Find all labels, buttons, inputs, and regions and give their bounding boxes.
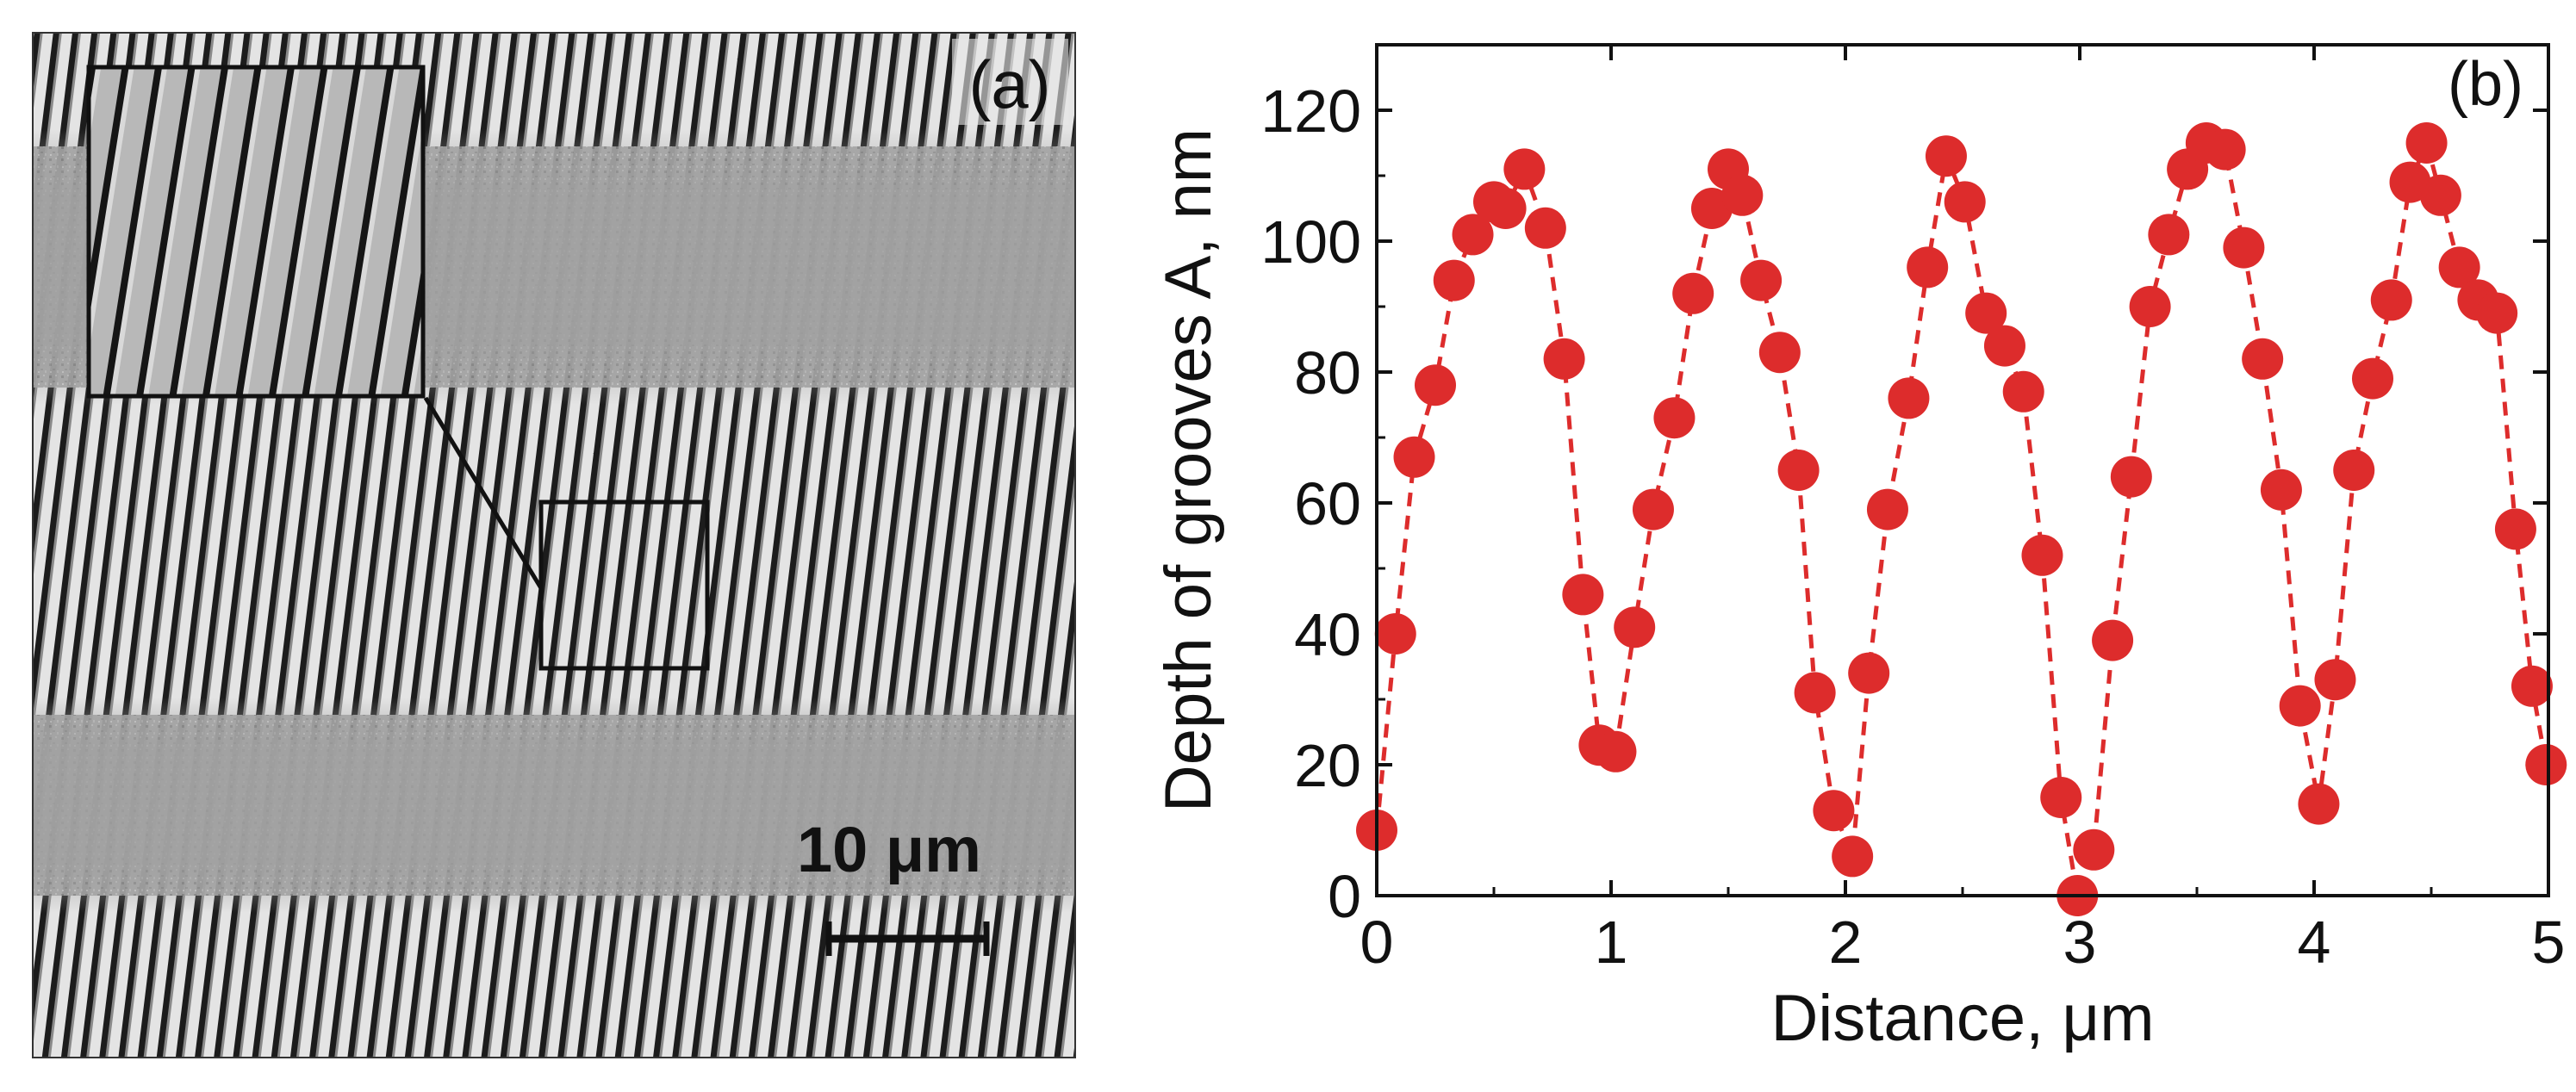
data-point (1907, 246, 1949, 289)
data-point (1543, 338, 1585, 380)
amorphous-band-lower (33, 698, 1075, 913)
data-point (1614, 606, 1656, 648)
y-tick-label: 0 (1328, 863, 1361, 930)
data-point (2494, 508, 2536, 550)
data-point (1524, 207, 1566, 249)
data-point (1794, 672, 1836, 714)
x-tick-label: 4 (2298, 909, 2331, 976)
data-point (1813, 790, 1855, 832)
data-point (2476, 292, 2518, 334)
data-point (2279, 685, 2321, 727)
y-axis-label: Depth of grooves A, nm (1152, 128, 1225, 812)
inset-magnified-view (86, 65, 426, 399)
sem-micrograph: (a) 10 μm (32, 32, 1076, 1058)
data-point (2073, 828, 2115, 871)
data-point (1595, 730, 1637, 772)
data-point (1832, 835, 1874, 878)
data-point (2148, 214, 2190, 256)
x-tick-label: 1 (1595, 909, 1628, 976)
data-point (1721, 174, 1764, 216)
data-point (1393, 436, 1435, 478)
data-point (1632, 488, 1674, 530)
data-point (2438, 246, 2480, 289)
x-tick-label: 0 (1360, 909, 1394, 976)
data-point (1925, 135, 1967, 177)
data-point (2314, 659, 2356, 701)
data-point (2511, 665, 2553, 707)
data-point (2242, 338, 2284, 380)
data-point (1452, 214, 1494, 256)
y-tick-label: 40 (1294, 601, 1361, 668)
data-point (2370, 279, 2412, 321)
x-axis: 0 1 2 3 4 5 (1360, 45, 2566, 976)
data-point (2333, 450, 2375, 491)
data-point (2092, 619, 2134, 661)
y-tick-label: 60 (1294, 470, 1361, 537)
inset-region-box (538, 499, 710, 671)
data-point (1888, 377, 1930, 419)
series-dashed-line (1374, 136, 2548, 904)
scale-bar (825, 921, 990, 956)
data-point (1965, 292, 2007, 334)
inset-connector-line (423, 396, 544, 590)
x-tick-label: 2 (1829, 909, 1863, 976)
data-point (1433, 259, 1475, 301)
panel-a-label: (a) (968, 47, 1050, 122)
x-tick-label: 5 (2532, 909, 2566, 976)
y-tick-label: 80 (1294, 339, 1361, 406)
data-point (2405, 122, 2448, 164)
data-point (1374, 613, 1416, 655)
data-point (2129, 286, 2171, 327)
data-point (2002, 370, 2044, 413)
data-point (1562, 574, 1604, 616)
y-tick-label: 120 (1260, 78, 1361, 145)
data-point (1672, 272, 1714, 314)
data-point (1866, 488, 1908, 530)
data-point (2419, 174, 2461, 216)
data-point (1740, 259, 1783, 301)
data-point (2223, 226, 2265, 269)
data-points (1356, 122, 2567, 916)
scale-bar-label: 10 μm (797, 814, 981, 885)
x-tick-label: 3 (2063, 909, 2097, 976)
data-point (2298, 783, 2340, 825)
panel-b-label: (b) (2448, 50, 2523, 119)
data-point (2525, 744, 2567, 785)
data-point (1983, 325, 2025, 367)
data-point (1777, 450, 1820, 491)
data-point (1758, 332, 1801, 374)
plot-frame (1375, 43, 2550, 897)
data-point (2021, 534, 2063, 576)
y-tick-label: 20 (1294, 732, 1361, 799)
data-point (1484, 188, 1527, 229)
y-axis: 0 20 40 60 80 100 120 (1260, 78, 2548, 930)
data-point (1415, 364, 1456, 406)
data-point (1944, 181, 1986, 223)
data-point (2110, 456, 2152, 498)
data-point (2352, 357, 2393, 400)
data-point (1848, 652, 1890, 694)
data-point (1653, 397, 1696, 439)
y-tick-label: 100 (1260, 208, 1361, 276)
x-axis-label: Distance, μm (1770, 982, 2154, 1055)
data-point (2040, 777, 2082, 818)
data-point (1503, 148, 1546, 190)
data-point (2260, 468, 2302, 511)
data-point (2204, 128, 2246, 171)
